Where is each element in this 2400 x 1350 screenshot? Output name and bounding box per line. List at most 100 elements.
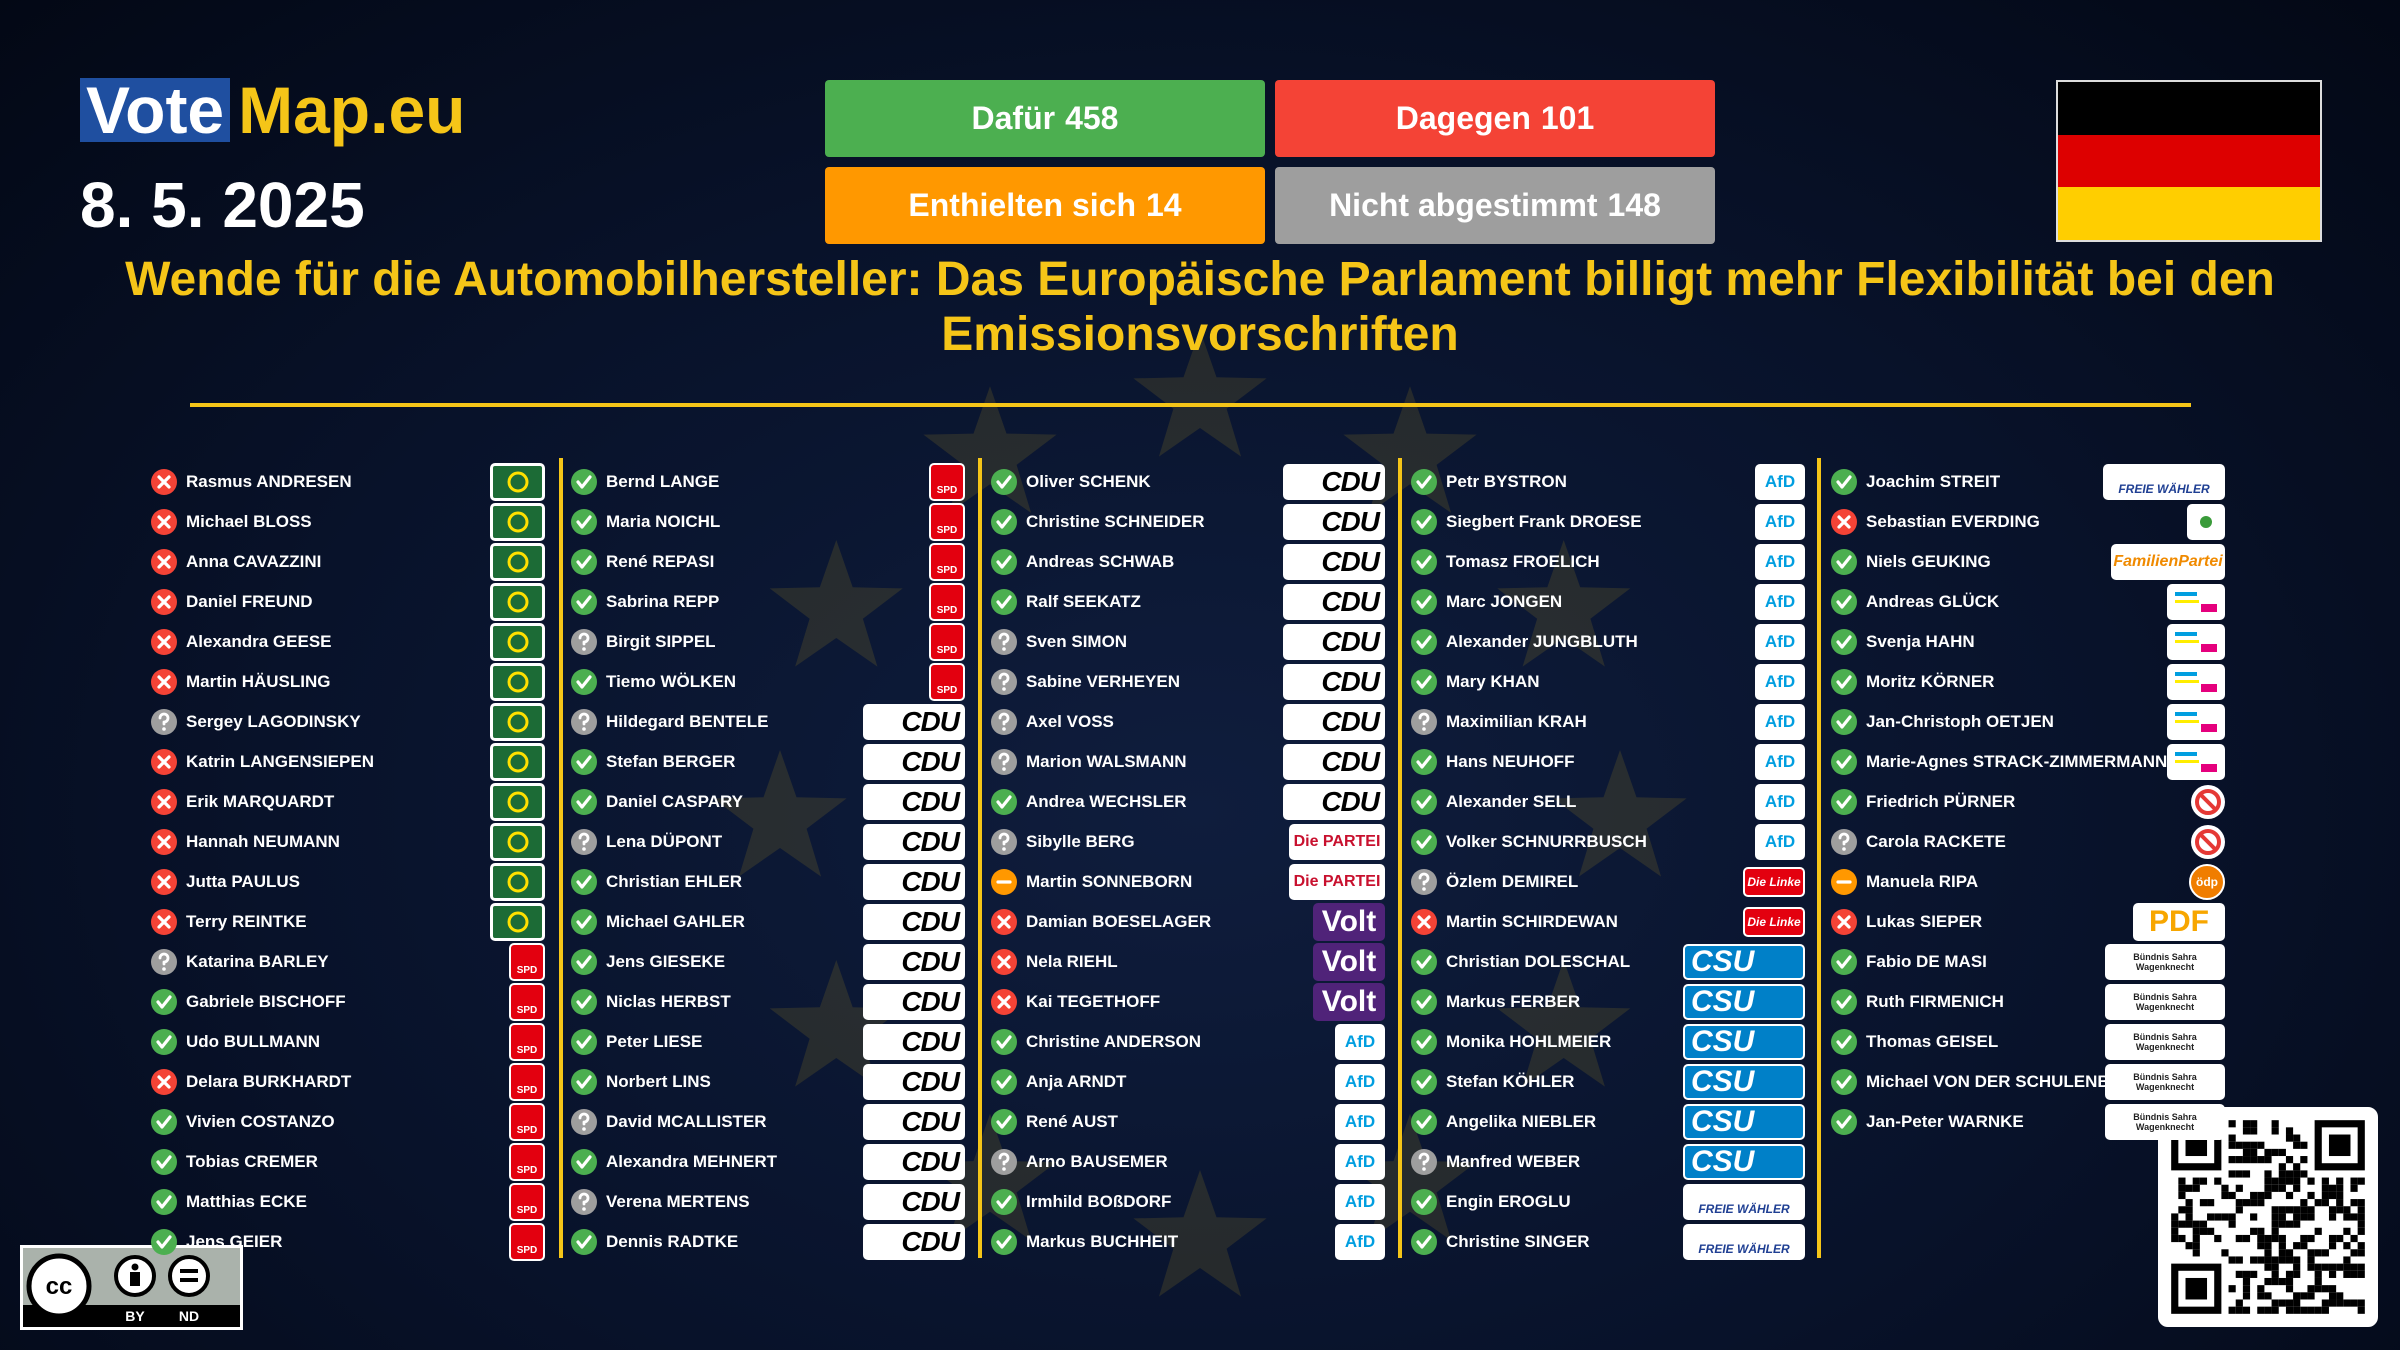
qr-module [2336,1184,2344,1192]
qr-code[interactable] [2158,1107,2378,1327]
qr-module [2264,1234,2272,1243]
qr-module [2350,1263,2358,1271]
check [1416,1075,1432,1089]
qr-module [2357,1220,2365,1228]
tally-button[interactable]: Nicht abgestimmt 148 [1275,167,1715,244]
member-row: Martin SONNEBORN Die PARTEI [990,862,1385,902]
member-name: Niclas HERBST [606,992,731,1011]
vote-icon [1411,989,1437,1015]
check [1836,1035,1852,1049]
qr-module [2242,1148,2251,1157]
qr-module [2357,1213,2365,1221]
vote-icon [991,669,1017,695]
sunflower-disc [507,511,528,533]
qr-module [2271,1220,2279,1228]
check [576,755,592,769]
vote-icon [151,1069,177,1095]
qr-module [2293,1270,2301,1278]
party-logo: AfD [1755,584,1805,620]
qr-module [2357,1206,2365,1214]
party-logo: ödp [2189,864,2225,900]
member-row: Andreas GLÜCK [1830,582,2225,622]
party-logo: CDU [1283,624,1385,660]
member-name: Stefan KÖHLER [1446,1072,1575,1091]
tally-count: 148 [1607,187,1661,223]
tally-button[interactable]: Dagegen 101 [1275,80,1715,157]
qr-module [2328,1213,2337,1221]
qr-module [2321,1184,2329,1192]
license-badge[interactable]: cc BY ND [20,1245,243,1330]
qr-module [2235,1306,2243,1314]
check [576,475,592,489]
member-name: Matthias ECKE [186,1192,307,1211]
member-name: Alexandra MEHNERT [606,1152,777,1171]
member-name: Christine SINGER [1446,1232,1590,1251]
fdp-box [2201,644,2217,652]
member-name: Alexander JUNGBLUTH [1446,632,1638,651]
party-logo: CDU [1283,544,1385,580]
qr-module [2307,1285,2315,1293]
party-logo: SPD [509,1143,545,1181]
member-row: Rasmus ANDRESEN [150,462,545,502]
check [1836,675,1852,689]
member-name: Siegbert Frank DROESE [1446,512,1642,531]
vote-icon [1831,669,1857,695]
tally-button[interactable]: Enthielten sich 14 [825,167,1265,244]
qr-module [2328,1270,2337,1278]
vote-icon [1411,469,1437,495]
fdp-box [2201,724,2217,732]
member-name: Erik MARQUARDT [186,792,335,811]
member-name: Sibylle BERG [1026,832,1135,851]
qr-module [2228,1220,2236,1228]
check [1416,595,1432,609]
member-name: Bernd LANGE [606,472,720,491]
qr-module [2228,1191,2236,1200]
fdp-bar [2175,752,2197,756]
qr-module [2264,1148,2272,1157]
qr-module [2228,1170,2236,1178]
party-logo: SPD [929,543,965,581]
qr-module [2278,1256,2286,1264]
member-name: Hildegard BENTELE [606,712,769,731]
qr-module [2250,1270,2258,1278]
member-name: Stefan BERGER [606,752,736,771]
question [578,712,590,726]
member-name: Dennis RADTKE [606,1232,739,1251]
qr-module [2242,1277,2251,1286]
qr-module [2293,1292,2301,1300]
qr-module [2300,1213,2308,1221]
vote-icon [991,949,1017,975]
sunflower [507,831,528,853]
qr-module [2257,1256,2265,1264]
member-row: Sabine VERHEYEN CDU [990,662,1385,702]
cross [1837,515,1851,529]
cross [157,675,171,689]
site-logo[interactable]: Vote Map.eu [80,73,465,147]
vote-icon [1831,1109,1857,1135]
vote-icon [571,989,597,1015]
logo-vote: Vote [80,77,231,143]
vote-icon [571,909,597,935]
qr-module [2257,1191,2265,1200]
qr-module [2307,1234,2315,1243]
check [1836,475,1852,489]
check [156,1195,172,1209]
check [576,1035,592,1049]
vote-icon [991,909,1017,935]
member-row: René REPASI SPD [570,542,965,582]
tally-button[interactable]: Dafür 458 [825,80,1265,157]
qr-module [2343,1263,2351,1271]
fdp-yellow [2175,680,2199,683]
member-name: Tobias CREMER [186,1152,318,1171]
qr-module [2300,1306,2308,1314]
qr-module [2343,1242,2351,1250]
qr-module [2328,1234,2337,1243]
member-name: Sebastian EVERDING [1866,512,2040,531]
member-row: Alexander SELL AfD [1410,782,1805,822]
member-name: Andreas GLÜCK [1866,592,2000,611]
member-row: Irmhild BOßDORF AfD [990,1182,1385,1222]
sunflower [507,911,528,933]
party-logo: Volt [1313,943,1385,981]
vote-icon [1411,589,1437,615]
qr-module [2328,1191,2337,1200]
